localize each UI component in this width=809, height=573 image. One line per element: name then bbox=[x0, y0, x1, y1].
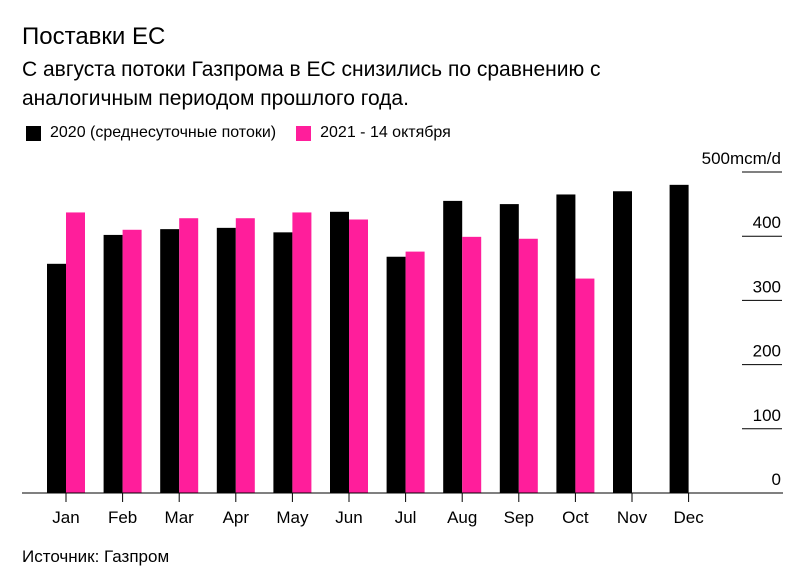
bar-2020-nov bbox=[613, 191, 632, 493]
bar-2021-mar bbox=[179, 218, 199, 493]
legend-label-2020: 2020 (среднесуточные потоки) bbox=[50, 124, 277, 141]
y-tick-label-200: 200 bbox=[753, 342, 781, 361]
bar-2021-apr bbox=[235, 218, 255, 493]
bar-2021-oct bbox=[575, 278, 595, 493]
bar-2020-jun bbox=[330, 211, 349, 493]
bar-2020-sep bbox=[499, 204, 519, 493]
y-tick-label-500: 500mcm/d bbox=[702, 149, 781, 168]
x-tick-label-sep: Sep bbox=[504, 508, 534, 527]
bar-2020-jul bbox=[386, 256, 406, 493]
bar-2021-aug bbox=[462, 236, 482, 494]
x-tick-label-jan: Jan bbox=[52, 508, 79, 527]
bar-2021-feb bbox=[122, 229, 142, 493]
legend-swatch-2020 bbox=[26, 125, 41, 141]
x-tick-label-mar: Mar bbox=[165, 508, 195, 527]
x-tick-label-dec: Dec bbox=[673, 508, 704, 527]
x-tick-label-aug: Aug bbox=[447, 508, 477, 527]
y-tick-label-400: 400 bbox=[753, 213, 781, 232]
legend-item-2021: 2021 - 14 октября bbox=[296, 124, 451, 142]
legend: 2020 (среднесуточные потоки) 2021 - 14 о… bbox=[26, 124, 471, 142]
bar-2020-dec bbox=[669, 184, 689, 493]
bar-2020-aug bbox=[443, 200, 463, 493]
y-tick-label-0: 0 bbox=[772, 470, 781, 489]
bar-2020-apr bbox=[216, 227, 236, 493]
x-tick-label-nov: Nov bbox=[617, 508, 648, 527]
bar-2020-feb bbox=[103, 234, 123, 493]
x-tick-label-jun: Jun bbox=[335, 508, 362, 527]
chart-subtitle: С августа потоки Газпрома в ЕС снизились… bbox=[22, 58, 601, 110]
bar-2021-may bbox=[292, 212, 312, 494]
y-tick-label-300: 300 bbox=[753, 277, 781, 296]
x-tick-label-jul: Jul bbox=[395, 508, 417, 527]
bar-2021-jul bbox=[405, 251, 425, 493]
x-tick-label-apr: Apr bbox=[223, 508, 250, 527]
x-tick-label-feb: Feb bbox=[108, 508, 137, 527]
legend-swatch-2021 bbox=[296, 125, 312, 141]
bar-2021-jan bbox=[66, 212, 85, 494]
legend-label-2021: 2021 - 14 октября bbox=[320, 124, 451, 141]
bar-2020-may bbox=[273, 232, 293, 493]
x-tick-label-oct: Oct bbox=[562, 508, 589, 527]
bar-2020-oct bbox=[556, 194, 576, 493]
y-tick-label-100: 100 bbox=[753, 406, 781, 425]
bar-2021-sep bbox=[518, 238, 538, 493]
x-tick-label-may: May bbox=[276, 508, 309, 527]
bar-2021-jun bbox=[349, 219, 368, 493]
source-note: Источник: Газпром bbox=[22, 547, 170, 566]
chart-title: Поставки ЕС bbox=[22, 23, 166, 50]
legend-item-2020: 2020 (среднесуточные потоки) bbox=[26, 124, 276, 142]
bar-2020-mar bbox=[160, 229, 180, 493]
bar-2020-jan bbox=[47, 263, 66, 493]
